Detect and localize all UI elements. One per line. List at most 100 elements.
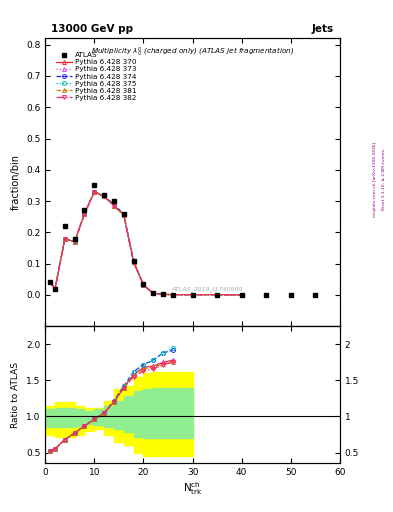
ATLAS <box>92 182 97 188</box>
ATLAS <box>288 292 293 298</box>
Pythia 6.428 375 <box>102 194 107 200</box>
Pythia 6.428 370 <box>121 212 126 218</box>
ATLAS <box>48 280 53 286</box>
Pythia 6.428 381 <box>82 210 87 217</box>
Pythia 6.428 374 <box>121 211 126 217</box>
Pythia 6.428 382 <box>112 203 116 209</box>
Pythia 6.428 375 <box>53 286 57 292</box>
Pythia 6.428 370 <box>151 290 156 296</box>
Pythia 6.428 375 <box>82 210 87 217</box>
Pythia 6.428 381 <box>102 194 107 200</box>
ATLAS <box>264 292 269 298</box>
Pythia 6.428 381 <box>171 292 175 298</box>
ATLAS <box>190 292 195 298</box>
Pythia 6.428 373 <box>53 286 57 292</box>
Pythia 6.428 373 <box>151 290 156 296</box>
Pythia 6.428 370 <box>48 280 53 286</box>
Line: Pythia 6.428 374: Pythia 6.428 374 <box>48 190 244 297</box>
Pythia 6.428 381 <box>239 292 244 298</box>
Pythia 6.428 374 <box>239 292 244 298</box>
X-axis label: N$_{\rm{trk}}^{\rm{ch}}$: N$_{\rm{trk}}^{\rm{ch}}$ <box>183 480 202 497</box>
Pythia 6.428 382 <box>53 286 57 292</box>
Pythia 6.428 373 <box>190 292 195 298</box>
Text: 13000 GeV pp: 13000 GeV pp <box>51 24 133 34</box>
Pythia 6.428 375 <box>131 258 136 264</box>
Pythia 6.428 382 <box>151 290 156 296</box>
Pythia 6.428 381 <box>62 236 67 242</box>
Line: Pythia 6.428 381: Pythia 6.428 381 <box>48 190 244 297</box>
Pythia 6.428 373 <box>161 291 165 297</box>
ATLAS <box>239 292 244 298</box>
Pythia 6.428 375 <box>190 292 195 298</box>
ATLAS <box>161 291 165 297</box>
Pythia 6.428 381 <box>215 292 219 298</box>
Pythia 6.428 374 <box>48 280 53 286</box>
Pythia 6.428 375 <box>171 292 175 298</box>
Pythia 6.428 374 <box>141 282 146 288</box>
Pythia 6.428 382 <box>239 292 244 298</box>
Pythia 6.428 382 <box>102 194 107 200</box>
Y-axis label: fraction/bin: fraction/bin <box>10 154 20 210</box>
Pythia 6.428 382 <box>82 210 87 217</box>
Pythia 6.428 375 <box>151 290 156 296</box>
Pythia 6.428 370 <box>102 194 107 200</box>
Pythia 6.428 370 <box>62 236 67 242</box>
Pythia 6.428 374 <box>112 201 116 207</box>
Pythia 6.428 373 <box>62 236 67 242</box>
ATLAS <box>215 292 219 298</box>
Pythia 6.428 375 <box>48 280 53 286</box>
Pythia 6.428 375 <box>215 292 219 298</box>
Pythia 6.428 381 <box>72 239 77 245</box>
Pythia 6.428 370 <box>82 210 87 217</box>
Pythia 6.428 374 <box>190 292 195 298</box>
Pythia 6.428 373 <box>102 194 107 200</box>
Pythia 6.428 374 <box>215 292 219 298</box>
Text: Jets: Jets <box>312 24 334 34</box>
Text: ATLAS_2019_I1740909: ATLAS_2019_I1740909 <box>172 286 243 292</box>
Text: Multiplicity $\lambda_0^0$ (charged only) (ATLAS jet fragmentation): Multiplicity $\lambda_0^0$ (charged only… <box>91 46 294 59</box>
Pythia 6.428 370 <box>239 292 244 298</box>
Pythia 6.428 373 <box>121 212 126 218</box>
ATLAS <box>62 223 67 229</box>
Pythia 6.428 373 <box>82 210 87 217</box>
Pythia 6.428 374 <box>151 290 156 296</box>
Text: mcplots.cern.ch [arXiv:1306.3436]: mcplots.cern.ch [arXiv:1306.3436] <box>373 142 377 217</box>
Pythia 6.428 381 <box>141 282 146 288</box>
Pythia 6.428 370 <box>161 291 165 297</box>
Pythia 6.428 375 <box>141 282 146 288</box>
Pythia 6.428 374 <box>72 239 77 245</box>
Pythia 6.428 381 <box>121 212 126 218</box>
Pythia 6.428 373 <box>171 292 175 298</box>
Pythia 6.428 373 <box>48 280 53 286</box>
Pythia 6.428 381 <box>161 291 165 297</box>
Pythia 6.428 370 <box>92 188 97 195</box>
Pythia 6.428 370 <box>131 259 136 265</box>
Pythia 6.428 373 <box>72 239 77 245</box>
ATLAS <box>82 207 87 214</box>
Pythia 6.428 373 <box>131 259 136 265</box>
Pythia 6.428 374 <box>171 292 175 298</box>
Pythia 6.428 373 <box>215 292 219 298</box>
Pythia 6.428 382 <box>72 239 77 245</box>
Pythia 6.428 382 <box>190 292 195 298</box>
Pythia 6.428 373 <box>92 188 97 195</box>
ATLAS <box>112 198 116 204</box>
Pythia 6.428 381 <box>151 290 156 296</box>
Pythia 6.428 375 <box>92 188 97 195</box>
Pythia 6.428 382 <box>92 188 97 195</box>
Pythia 6.428 370 <box>190 292 195 298</box>
Pythia 6.428 370 <box>72 239 77 245</box>
Line: Pythia 6.428 370: Pythia 6.428 370 <box>48 190 244 297</box>
ATLAS <box>151 290 156 296</box>
ATLAS <box>121 210 126 217</box>
Legend: ATLAS, Pythia 6.428 370, Pythia 6.428 373, Pythia 6.428 374, Pythia 6.428 375, P: ATLAS, Pythia 6.428 370, Pythia 6.428 37… <box>55 51 138 102</box>
Pythia 6.428 370 <box>112 203 116 209</box>
Pythia 6.428 374 <box>62 236 67 242</box>
Pythia 6.428 381 <box>92 188 97 195</box>
Pythia 6.428 375 <box>239 292 244 298</box>
Pythia 6.428 370 <box>215 292 219 298</box>
Pythia 6.428 375 <box>161 291 165 297</box>
ATLAS <box>131 258 136 264</box>
Line: Pythia 6.428 375: Pythia 6.428 375 <box>48 190 244 297</box>
ATLAS <box>141 281 146 287</box>
